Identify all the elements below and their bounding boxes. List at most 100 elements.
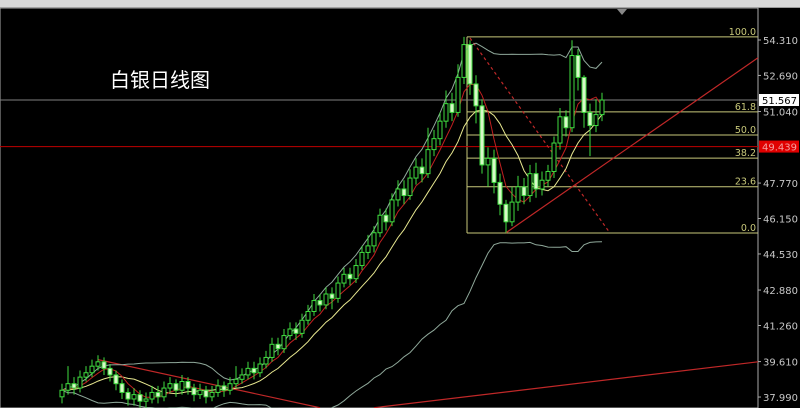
candle-body <box>119 383 125 393</box>
candle-body <box>479 105 485 166</box>
axis-tick-label: 42.880 <box>763 286 798 297</box>
candle <box>527 164 533 203</box>
candle <box>137 390 143 408</box>
axis-tick-label: 41.260 <box>763 321 798 332</box>
marker-price-label: 49.439 <box>762 143 797 154</box>
candle-body <box>143 398 149 402</box>
candle <box>305 304 311 325</box>
candle-body <box>371 232 377 247</box>
candle <box>449 92 455 122</box>
candle <box>425 127 431 179</box>
candle <box>401 180 407 205</box>
fib-level-label: 38.2 <box>735 148 756 159</box>
candle-body <box>161 387 167 398</box>
candle <box>173 379 179 397</box>
fib-level-label: 0.0 <box>741 223 756 234</box>
candle <box>533 162 539 198</box>
candle <box>209 385 215 402</box>
candle-body <box>347 273 353 280</box>
candle <box>581 75 587 128</box>
candle <box>323 287 329 310</box>
candle-body <box>281 335 287 350</box>
candle <box>311 293 317 316</box>
bollinger-upper <box>61 42 603 391</box>
candle <box>251 361 257 380</box>
candle <box>521 178 527 205</box>
candle-body <box>545 170 551 181</box>
candle <box>263 350 269 369</box>
candle-body <box>425 149 431 175</box>
candle <box>233 366 239 389</box>
candle <box>83 366 89 382</box>
candle-body <box>455 76 461 113</box>
candle-body <box>245 367 251 376</box>
candle <box>59 383 65 404</box>
candle-body <box>521 186 527 197</box>
candle <box>515 175 521 211</box>
candle <box>215 379 221 397</box>
axis-tick-label: 37.990 <box>763 393 798 404</box>
candle-body <box>473 83 479 107</box>
marker-price-badge <box>759 140 799 153</box>
candle-body <box>89 365 95 374</box>
candle-body <box>95 361 101 367</box>
candle <box>155 385 161 404</box>
candle-body <box>71 383 77 389</box>
candle-body <box>251 367 257 374</box>
candle <box>89 359 95 378</box>
candle <box>479 99 485 174</box>
candle-body <box>257 363 263 374</box>
candle-body <box>485 157 491 166</box>
candle-body <box>197 389 203 396</box>
candle-body <box>203 389 209 398</box>
trendline <box>373 361 759 408</box>
candle-body <box>215 385 221 393</box>
candle-body <box>491 157 497 183</box>
axis-tick-label: 52.690 <box>763 71 798 82</box>
candle-body <box>365 245 371 253</box>
candle-body <box>149 391 155 400</box>
axis-tick-label: 54.310 <box>763 36 798 47</box>
candle-body <box>323 293 329 306</box>
candle <box>341 267 347 288</box>
candle-body <box>233 378 239 385</box>
candle <box>563 110 569 137</box>
candle-body <box>185 381 191 389</box>
candle <box>407 169 413 200</box>
candle-body <box>581 76 587 113</box>
candle-body <box>503 203 509 223</box>
candle <box>545 164 551 187</box>
candle-body <box>431 138 437 151</box>
candle-body <box>125 391 131 400</box>
candle <box>371 226 377 253</box>
candle <box>491 149 497 194</box>
candle-body <box>59 389 65 398</box>
candle-body <box>575 55 581 78</box>
candle-body <box>131 394 137 400</box>
candle <box>293 322 299 340</box>
candle <box>125 388 131 406</box>
candle-body <box>299 319 305 334</box>
candle <box>221 381 227 397</box>
candle <box>539 171 545 196</box>
candle-body <box>395 188 401 201</box>
candle-body <box>461 44 467 78</box>
candle <box>569 40 575 133</box>
candle-body <box>275 343 281 350</box>
candle <box>269 337 275 362</box>
candle <box>287 322 293 340</box>
candle-body <box>587 111 593 127</box>
fib-level-label: 50.0 <box>735 125 756 136</box>
candle <box>95 355 101 371</box>
candle <box>149 385 155 404</box>
candle-body <box>509 201 515 223</box>
candle <box>353 258 359 284</box>
candle <box>107 363 113 382</box>
candle-body <box>221 385 227 391</box>
fib-level-label: 100.0 <box>729 27 756 38</box>
candle-body <box>341 273 347 284</box>
candle <box>509 186 515 227</box>
candle <box>71 377 77 395</box>
fib-level-label: 61.8 <box>735 102 756 113</box>
